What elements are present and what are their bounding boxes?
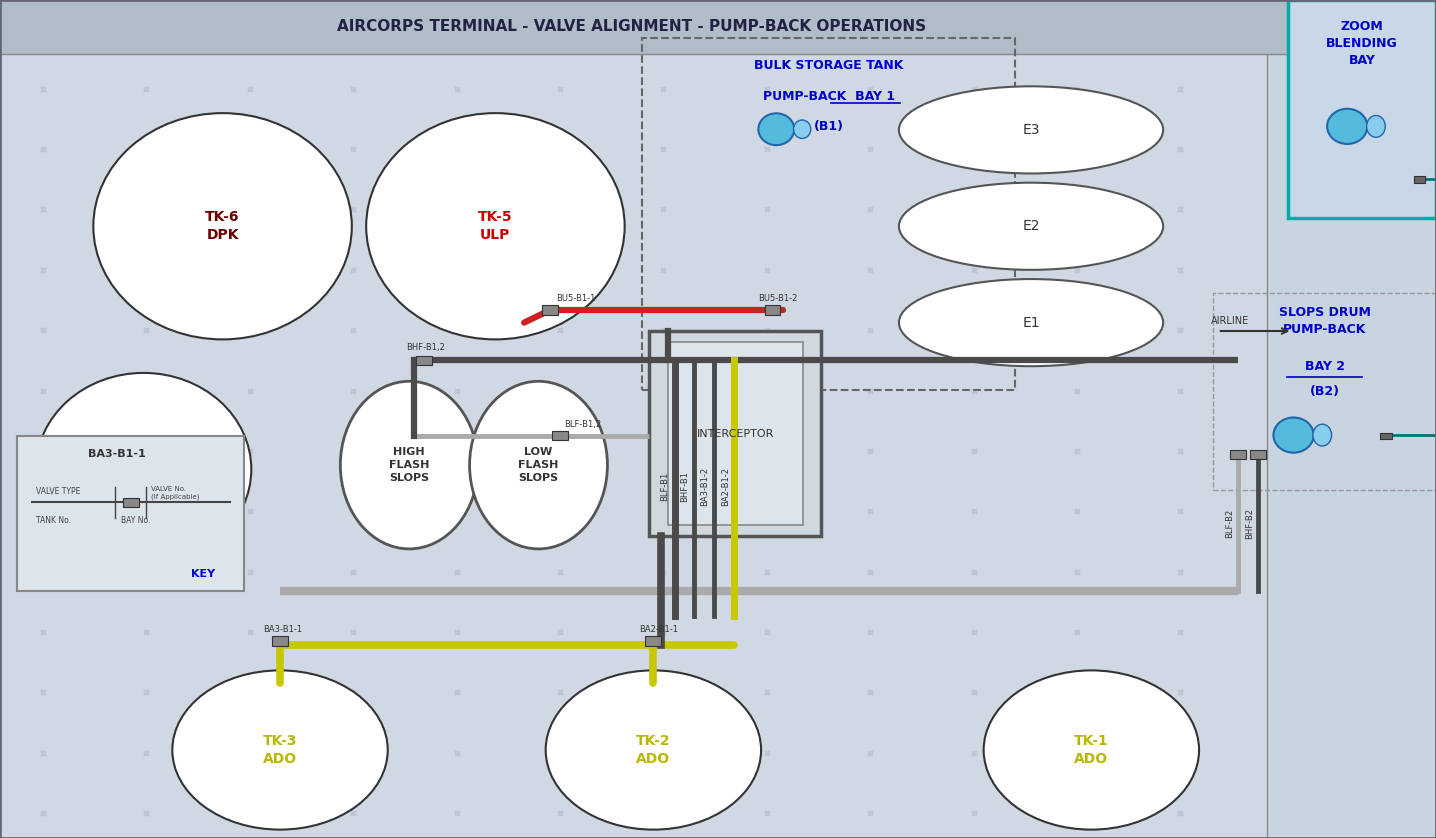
- Text: BA2-B1-2: BA2-B1-2: [721, 467, 729, 505]
- Ellipse shape: [366, 113, 625, 339]
- Ellipse shape: [1274, 417, 1314, 453]
- Ellipse shape: [899, 183, 1163, 270]
- Text: TK-6
DPK: TK-6 DPK: [205, 210, 240, 242]
- Text: TANK No.: TANK No.: [36, 516, 70, 525]
- Text: VALVE TYPE: VALVE TYPE: [36, 487, 80, 496]
- Ellipse shape: [1327, 109, 1367, 144]
- Text: (B1): (B1): [814, 120, 843, 133]
- Text: TK-1
ADO: TK-1 ADO: [1074, 734, 1109, 766]
- Ellipse shape: [984, 670, 1199, 830]
- FancyBboxPatch shape: [0, 0, 1436, 54]
- Bar: [543, 305, 559, 314]
- Text: AIRCORPS TERMINAL - VALVE ALIGNMENT - PUMP-BACK OPERATIONS: AIRCORPS TERMINAL - VALVE ALIGNMENT - PU…: [337, 19, 926, 34]
- Ellipse shape: [1367, 116, 1386, 137]
- Text: INTERCEPTOR: INTERCEPTOR: [696, 429, 774, 438]
- Bar: [122, 498, 138, 507]
- Text: BULK STORAGE TANK: BULK STORAGE TANK: [754, 59, 903, 72]
- Text: TK-3
ADO: TK-3 ADO: [263, 734, 297, 766]
- Text: BU5-B1-2: BU5-B1-2: [758, 294, 797, 303]
- Text: BHF-B1: BHF-B1: [681, 471, 689, 501]
- FancyBboxPatch shape: [649, 331, 821, 536]
- Text: BA2-B1-1: BA2-B1-1: [639, 625, 678, 634]
- Ellipse shape: [93, 113, 352, 339]
- Bar: [1380, 432, 1391, 439]
- Text: E3: E3: [1022, 123, 1040, 137]
- Text: AIRLINE: AIRLINE: [1211, 316, 1249, 326]
- Ellipse shape: [794, 120, 811, 138]
- Text: BA3-B1-2: BA3-B1-2: [701, 467, 709, 505]
- Text: SLOPS DRUM
PUMP-BACK: SLOPS DRUM PUMP-BACK: [1279, 306, 1370, 336]
- Text: BLF-B1: BLF-B1: [661, 472, 669, 500]
- Text: E1: E1: [1022, 316, 1040, 329]
- FancyBboxPatch shape: [17, 436, 244, 591]
- Text: E2: E2: [1022, 220, 1040, 233]
- Text: TK-5
ULP: TK-5 ULP: [478, 210, 513, 242]
- Text: PUMP-BACK  BAY 1: PUMP-BACK BAY 1: [763, 90, 895, 103]
- Bar: [1414, 176, 1426, 183]
- Ellipse shape: [758, 113, 794, 145]
- Text: BAY No.: BAY No.: [121, 516, 149, 525]
- Ellipse shape: [340, 381, 478, 549]
- Ellipse shape: [1313, 424, 1331, 446]
- FancyBboxPatch shape: [1267, 0, 1436, 838]
- Text: BA3-B1-1: BA3-B1-1: [263, 625, 302, 634]
- Text: KEY: KEY: [191, 569, 215, 579]
- Text: BAY 2: BAY 2: [1305, 360, 1344, 373]
- Bar: [645, 637, 661, 646]
- Bar: [273, 637, 287, 646]
- Text: LOW
FLASH
SLOPS: LOW FLASH SLOPS: [518, 447, 559, 484]
- Ellipse shape: [546, 670, 761, 830]
- Text: BLF-B1,2: BLF-B1,2: [564, 420, 602, 428]
- Text: HIGH
FLASH
SLOPS: HIGH FLASH SLOPS: [389, 447, 429, 484]
- Ellipse shape: [470, 381, 607, 549]
- Text: BU5-B1-1: BU5-B1-1: [556, 294, 595, 303]
- Bar: [765, 305, 781, 314]
- Text: BHF-B2: BHF-B2: [1245, 509, 1254, 539]
- Text: TK-2
ADO: TK-2 ADO: [636, 734, 671, 766]
- Ellipse shape: [899, 86, 1163, 173]
- FancyBboxPatch shape: [1288, 0, 1436, 218]
- Text: TK-4
DPK: TK-4 DPK: [126, 453, 161, 485]
- Bar: [1249, 449, 1267, 459]
- FancyBboxPatch shape: [668, 342, 803, 525]
- Ellipse shape: [36, 373, 251, 566]
- Bar: [1229, 449, 1246, 459]
- Text: BHF-B1,2: BHF-B1,2: [406, 344, 445, 352]
- Ellipse shape: [172, 670, 388, 830]
- Text: (B2): (B2): [1310, 385, 1340, 398]
- Text: ZOOM
BLENDING
BAY: ZOOM BLENDING BAY: [1327, 20, 1397, 67]
- Bar: [416, 355, 431, 365]
- Ellipse shape: [899, 279, 1163, 366]
- Text: VALVE No.
(If Applicable): VALVE No. (If Applicable): [151, 486, 200, 499]
- Bar: [553, 431, 569, 441]
- Text: BLF-B2: BLF-B2: [1225, 510, 1234, 538]
- Text: BA3-B1-1: BA3-B1-1: [88, 449, 146, 459]
